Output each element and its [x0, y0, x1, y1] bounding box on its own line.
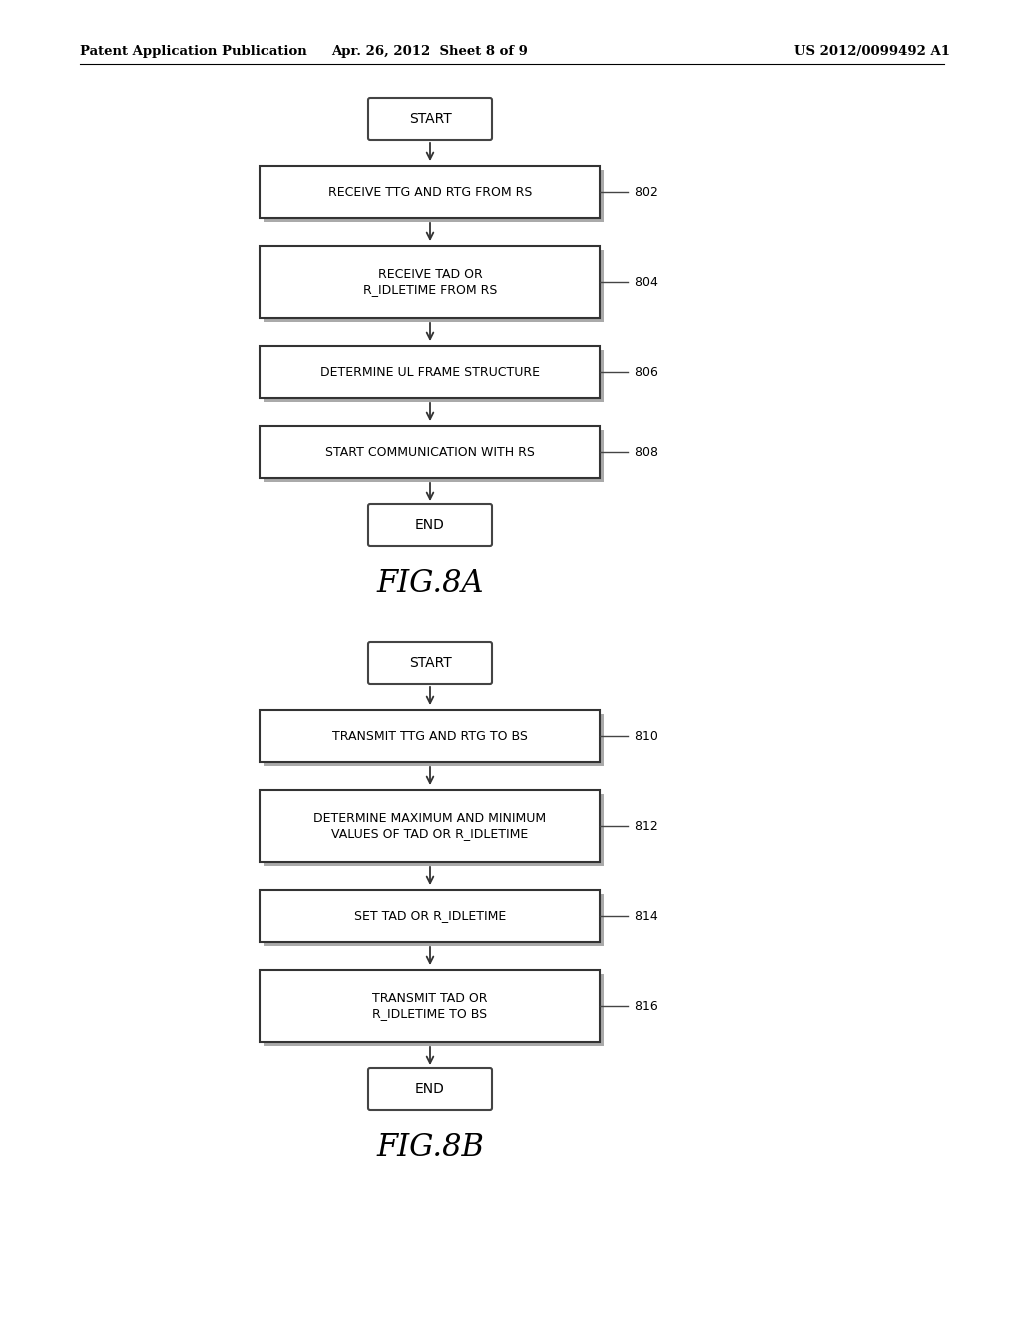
Text: DETERMINE UL FRAME STRUCTURE: DETERMINE UL FRAME STRUCTURE: [319, 366, 540, 379]
Text: 814: 814: [634, 909, 657, 923]
Text: 810: 810: [634, 730, 657, 742]
Text: 808: 808: [634, 446, 658, 458]
Bar: [264, 249, 604, 322]
FancyBboxPatch shape: [368, 642, 492, 684]
Bar: [264, 974, 604, 1045]
Bar: [260, 426, 600, 478]
Text: TRANSMIT TTG AND RTG TO BS: TRANSMIT TTG AND RTG TO BS: [332, 730, 528, 742]
Text: DETERMINE MAXIMUM AND MINIMUM
VALUES OF TAD OR R_IDLETIME: DETERMINE MAXIMUM AND MINIMUM VALUES OF …: [313, 812, 547, 840]
Bar: [260, 246, 600, 318]
Bar: [260, 710, 600, 762]
Text: 812: 812: [634, 820, 657, 833]
Text: SET TAD OR R_IDLETIME: SET TAD OR R_IDLETIME: [354, 909, 506, 923]
Text: START: START: [409, 112, 452, 125]
Bar: [264, 714, 604, 766]
Text: US 2012/0099492 A1: US 2012/0099492 A1: [794, 45, 950, 58]
Text: 802: 802: [634, 186, 657, 198]
FancyBboxPatch shape: [368, 98, 492, 140]
FancyBboxPatch shape: [368, 1068, 492, 1110]
Bar: [264, 795, 604, 866]
Bar: [260, 890, 600, 942]
Bar: [260, 970, 600, 1041]
Text: 804: 804: [634, 276, 657, 289]
Text: END: END: [415, 517, 445, 532]
Text: START: START: [409, 656, 452, 671]
Text: Apr. 26, 2012  Sheet 8 of 9: Apr. 26, 2012 Sheet 8 of 9: [332, 45, 528, 58]
Text: FIG.8A: FIG.8A: [376, 569, 483, 599]
Bar: [260, 346, 600, 399]
Text: FIG.8B: FIG.8B: [376, 1133, 484, 1163]
Text: START COMMUNICATION WITH RS: START COMMUNICATION WITH RS: [325, 446, 535, 458]
Bar: [264, 894, 604, 946]
Bar: [264, 170, 604, 222]
FancyBboxPatch shape: [368, 504, 492, 546]
Text: TRANSMIT TAD OR
R_IDLETIME TO BS: TRANSMIT TAD OR R_IDLETIME TO BS: [373, 993, 487, 1020]
Bar: [264, 430, 604, 482]
Text: RECEIVE TTG AND RTG FROM RS: RECEIVE TTG AND RTG FROM RS: [328, 186, 532, 198]
Text: RECEIVE TAD OR
R_IDLETIME FROM RS: RECEIVE TAD OR R_IDLETIME FROM RS: [362, 268, 498, 296]
Bar: [264, 350, 604, 403]
Bar: [260, 166, 600, 218]
Bar: [260, 789, 600, 862]
Text: 816: 816: [634, 999, 657, 1012]
Text: END: END: [415, 1082, 445, 1096]
Text: Patent Application Publication: Patent Application Publication: [80, 45, 307, 58]
Text: 806: 806: [634, 366, 657, 379]
